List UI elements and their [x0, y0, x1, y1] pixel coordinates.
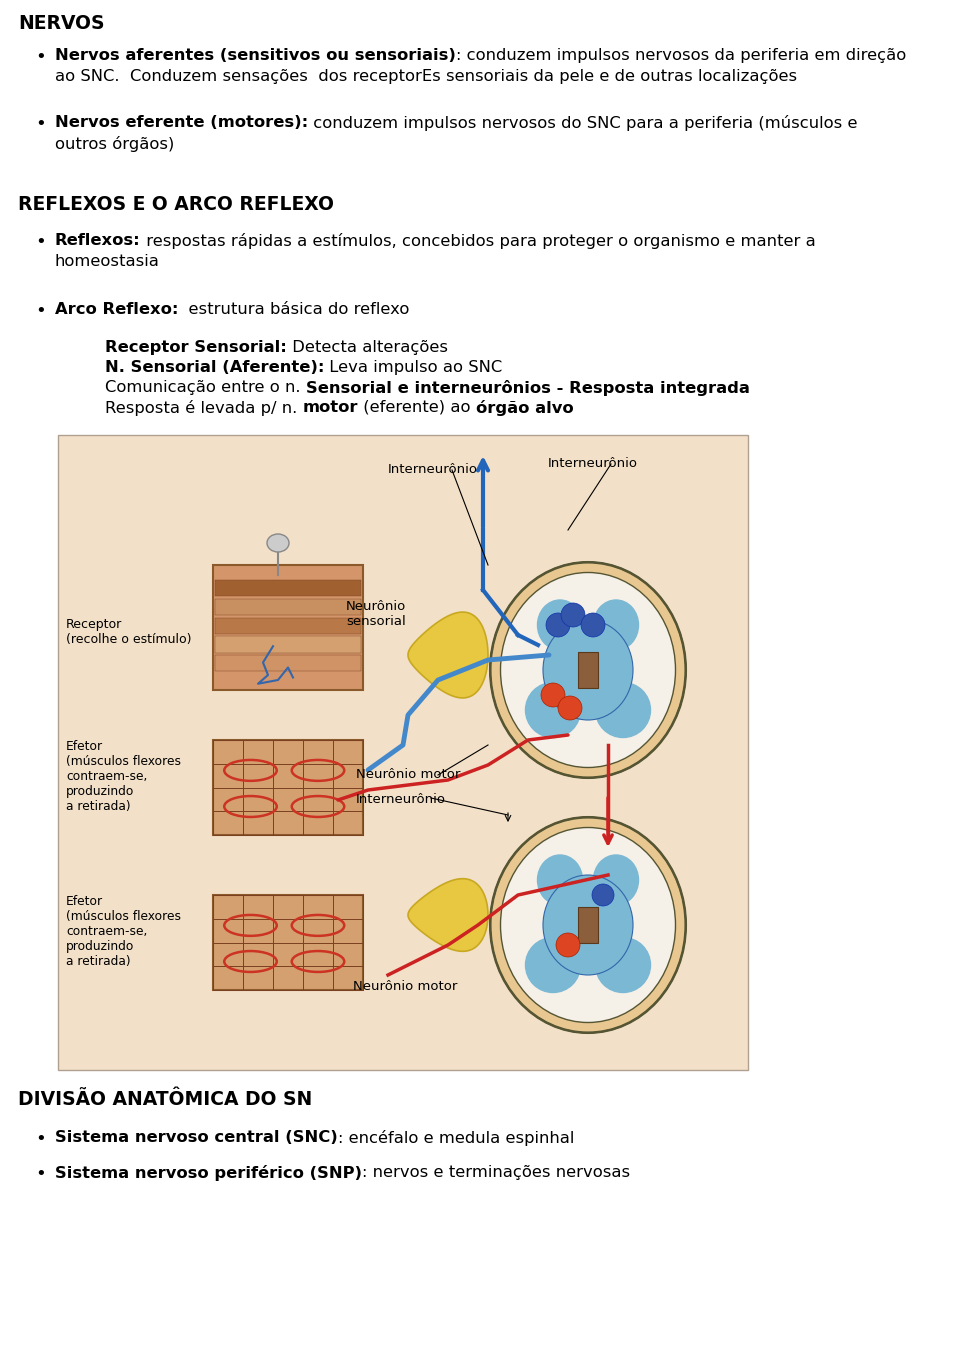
Text: (eferente) ao: (eferente) ao	[358, 400, 476, 415]
Text: motor: motor	[302, 400, 358, 415]
Ellipse shape	[500, 573, 676, 768]
Bar	[215, 636, 361, 652]
Polygon shape	[408, 878, 488, 951]
Text: Resposta é levada p/ n.: Resposta é levada p/ n.	[105, 400, 302, 416]
Text: : nervos e terminações nervosas: : nervos e terminações nervosas	[362, 1165, 630, 1180]
Bar	[213, 741, 363, 835]
Text: •: •	[35, 115, 46, 134]
Bar	[215, 580, 361, 596]
Text: Neurônio motor: Neurônio motor	[356, 768, 461, 782]
Ellipse shape	[491, 817, 685, 1033]
Text: Nervos eferente (motores):: Nervos eferente (motores):	[55, 115, 308, 130]
Text: Efetor
(músculos flexores
contraem-se,
produzindo
a retirada): Efetor (músculos flexores contraem-se, p…	[66, 895, 181, 968]
Text: outros órgãos): outros órgãos)	[55, 136, 175, 151]
Text: : conduzem impulsos nervosos da periferia em direção: : conduzem impulsos nervosos da periferi…	[456, 48, 906, 63]
Text: : encéfalo e medula espinhal: : encéfalo e medula espinhal	[338, 1129, 574, 1146]
Text: NERVOS: NERVOS	[18, 14, 105, 33]
Text: DIVISÃO ANATÔMICA DO SN: DIVISÃO ANATÔMICA DO SN	[18, 1090, 312, 1109]
Text: Nervos aferentes (sensitivos ou sensoriais): Nervos aferentes (sensitivos ou sensoria…	[55, 48, 456, 63]
Text: •: •	[35, 301, 46, 321]
Ellipse shape	[538, 855, 583, 904]
Text: Comunicação entre o n.: Comunicação entre o n.	[105, 381, 305, 396]
Text: respostas rápidas a estímulos, concebidos para proteger o organismo e manter a: respostas rápidas a estímulos, concebido…	[141, 233, 815, 250]
Circle shape	[561, 603, 585, 627]
Circle shape	[581, 612, 605, 637]
Text: N. Sensorial (Aferente):: N. Sensorial (Aferente):	[105, 360, 324, 375]
Ellipse shape	[525, 682, 581, 738]
Ellipse shape	[593, 855, 638, 904]
Text: Sensorial e interneurônios - Resposta integrada: Sensorial e interneurônios - Resposta in…	[305, 381, 750, 396]
Text: Leva impulso ao SNC: Leva impulso ao SNC	[324, 360, 503, 375]
Ellipse shape	[525, 937, 581, 993]
Text: homeostasia: homeostasia	[55, 254, 160, 269]
Text: Interneurônio: Interneurônio	[356, 792, 446, 806]
Text: REFLEXOS E O ARCO REFLEXO: REFLEXOS E O ARCO REFLEXO	[18, 195, 334, 214]
Ellipse shape	[543, 874, 633, 975]
Text: Efetor
(músculos flexores
contraem-se,
produzindo
a retirada): Efetor (músculos flexores contraem-se, p…	[66, 741, 181, 813]
Text: •: •	[35, 1165, 46, 1183]
Text: Interneurônio: Interneurônio	[548, 457, 638, 471]
Ellipse shape	[595, 937, 651, 993]
Bar	[215, 655, 361, 671]
Ellipse shape	[543, 621, 633, 720]
Circle shape	[541, 683, 565, 707]
Circle shape	[556, 933, 580, 958]
Ellipse shape	[500, 828, 676, 1023]
Text: estrutura básica do reflexo: estrutura básica do reflexo	[179, 301, 410, 316]
Bar	[213, 895, 363, 990]
Bar	[213, 565, 363, 690]
Text: Reflexos:: Reflexos:	[55, 233, 141, 248]
Ellipse shape	[267, 533, 289, 552]
Text: •: •	[35, 1129, 46, 1148]
Circle shape	[592, 884, 614, 906]
Text: •: •	[35, 233, 46, 251]
Text: ao SNC.  Conduzem sensações  dos receptorEs sensoriais da pele e de outras local: ao SNC. Conduzem sensações dos receptorE…	[55, 70, 797, 85]
Bar	[215, 599, 361, 615]
Bar	[578, 652, 598, 687]
Text: •: •	[35, 48, 46, 65]
Ellipse shape	[595, 682, 651, 738]
Circle shape	[546, 612, 570, 637]
Ellipse shape	[538, 600, 583, 651]
Ellipse shape	[593, 600, 638, 651]
Bar	[58, 435, 748, 1069]
Text: Interneurônio: Interneurônio	[388, 462, 478, 476]
Text: Receptor
(recolhe o estímulo): Receptor (recolhe o estímulo)	[66, 618, 191, 647]
Text: Receptor Sensorial:: Receptor Sensorial:	[105, 340, 287, 355]
Bar	[578, 907, 598, 943]
Circle shape	[558, 696, 582, 720]
Text: órgão alvo: órgão alvo	[476, 400, 573, 416]
Text: Neurônio
sensorial: Neurônio sensorial	[346, 600, 406, 627]
Text: Detecta alterações: Detecta alterações	[287, 340, 448, 355]
Bar	[215, 618, 361, 634]
Text: Sistema nervoso central (SNC): Sistema nervoso central (SNC)	[55, 1129, 338, 1144]
Text: Neurônio motor: Neurônio motor	[353, 979, 457, 993]
Ellipse shape	[491, 562, 685, 777]
Polygon shape	[408, 612, 488, 698]
Text: Sistema nervoso periférico (SNP): Sistema nervoso periférico (SNP)	[55, 1165, 362, 1181]
Text: conduzem impulsos nervosos do SNC para a periferia (músculos e: conduzem impulsos nervosos do SNC para a…	[308, 115, 857, 131]
Text: Arco Reflexo:: Arco Reflexo:	[55, 301, 179, 316]
